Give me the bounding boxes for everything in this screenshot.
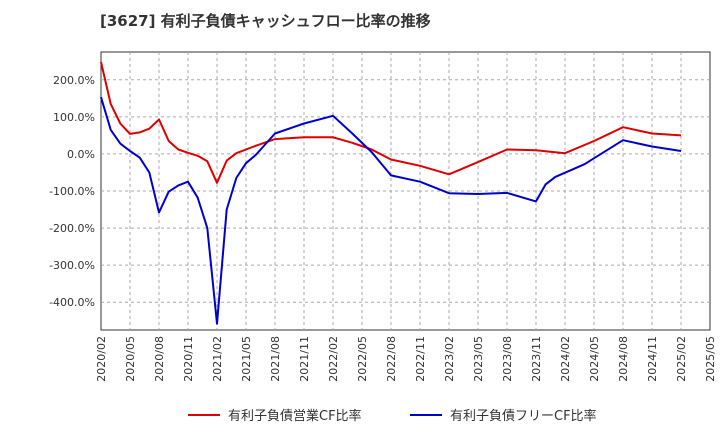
x-tick-label: 2020/05 — [124, 336, 137, 382]
legend-label: 有利子負債営業CF比率 — [228, 408, 362, 424]
x-tick-label: 2025/05 — [704, 336, 717, 382]
x-tick-label: 2024/05 — [588, 336, 601, 382]
x-tick-label: 2021/02 — [211, 336, 224, 382]
x-tick-label: 2021/08 — [269, 336, 282, 382]
legend-label: 有利子負債フリーCF比率 — [450, 408, 597, 424]
y-tick-label: 200.0% — [53, 74, 95, 87]
x-tick-label: 2022/05 — [356, 336, 369, 382]
x-tick-label: 2022/08 — [385, 336, 398, 382]
y-tick-label: -300.0% — [49, 259, 95, 272]
series-line-operating-cf — [100, 61, 682, 184]
x-tick-label: 2023/05 — [472, 336, 485, 382]
x-tick-label: 2023/11 — [530, 336, 543, 382]
x-tick-label: 2024/11 — [646, 336, 659, 382]
chart-title: [3627] 有利子負債キャッシュフロー比率の推移 — [100, 12, 431, 30]
y-tick-label: -200.0% — [49, 222, 95, 235]
x-tick-label: 2024/08 — [617, 336, 630, 382]
y-tick-label: 100.0% — [53, 111, 95, 124]
x-tick-label: 2022/11 — [414, 336, 427, 382]
x-tick-label: 2021/11 — [298, 336, 311, 382]
x-tick-label: 2021/05 — [240, 336, 253, 382]
y-tick-label: 0.0% — [67, 148, 95, 161]
x-tick-label: 2023/02 — [443, 336, 456, 382]
x-tick-label: 2023/08 — [501, 336, 514, 382]
x-tick-label: 2020/02 — [95, 336, 108, 382]
y-tick-label: -400.0% — [49, 296, 95, 309]
y-tick-label: -100.0% — [49, 185, 95, 198]
x-tick-label: 2020/11 — [182, 336, 195, 382]
x-tick-label: 2022/02 — [327, 336, 340, 382]
series-line-free-cf — [100, 96, 682, 325]
x-tick-label: 2020/08 — [153, 336, 166, 382]
x-tick-label: 2024/02 — [559, 336, 572, 382]
x-tick-label: 2025/02 — [675, 336, 688, 382]
